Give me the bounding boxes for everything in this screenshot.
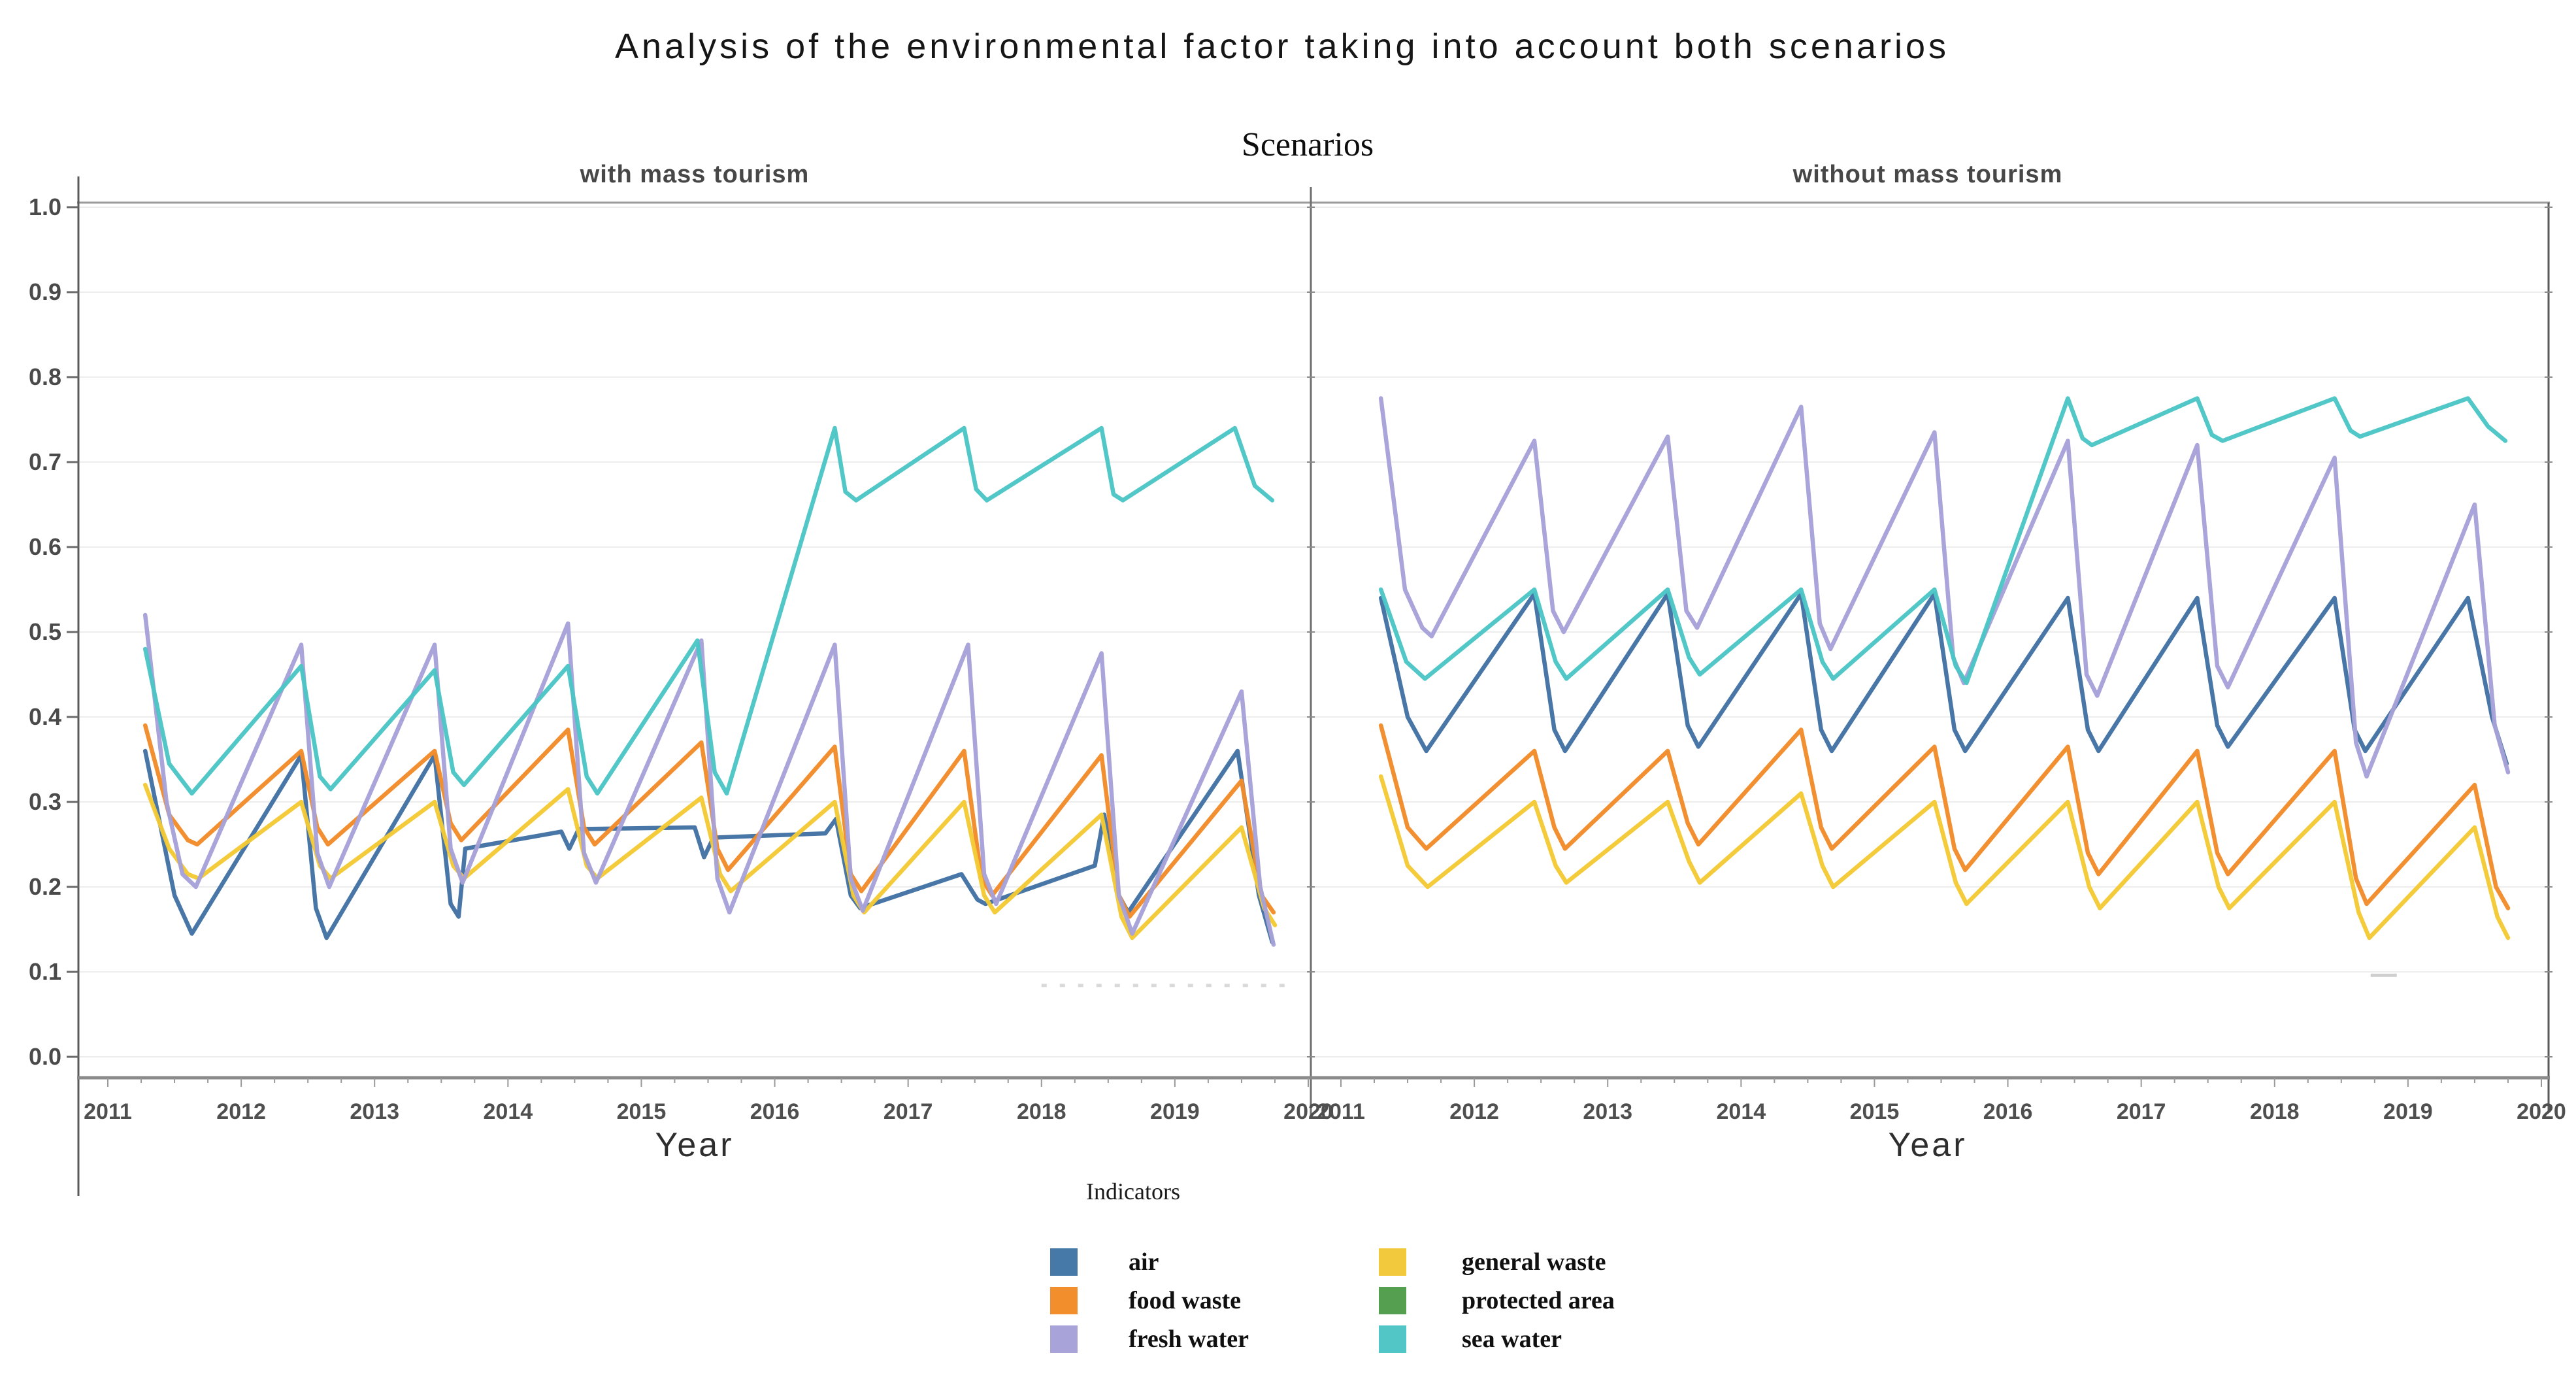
- facet-title: Scenarios: [1241, 126, 1374, 163]
- legend-title: Indicators: [1086, 1178, 1180, 1205]
- legend-swatch-general-waste: [1379, 1248, 1406, 1276]
- legend-item-protected-area: protected area: [1379, 1286, 1615, 1316]
- x-tick-label: 2016: [1983, 1099, 2033, 1124]
- series-line-sea-water-left: [142, 425, 1275, 796]
- legend-item-sea-water: sea water: [1379, 1324, 1562, 1354]
- series-line-air-left: [142, 748, 1275, 944]
- x-tick-label: 2014: [484, 1099, 533, 1124]
- x-tick-label: 2012: [1449, 1099, 1499, 1124]
- legend-label: food waste: [1129, 1287, 1242, 1314]
- figure-title: Analysis of the environmental factor tak…: [615, 27, 1949, 66]
- x-tick-label: 2018: [2250, 1099, 2300, 1124]
- y-tick-label: 0.3: [29, 788, 61, 815]
- legend-label: protected area: [1462, 1287, 1615, 1314]
- x-axis-title: Year: [655, 1126, 735, 1164]
- y-tick-label: 0.5: [29, 618, 61, 645]
- x-tick-label: 2020: [2517, 1099, 2566, 1124]
- x-tick-label: 2013: [350, 1099, 399, 1124]
- y-tick-label: 0.0: [29, 1043, 61, 1070]
- series-line-fresh-water-left: [142, 612, 1276, 947]
- legend-label: fresh water: [1129, 1325, 1249, 1353]
- x-tick-label: 2013: [1583, 1099, 1632, 1124]
- series-line-food-waste-left: [142, 723, 1276, 919]
- y-tick-label: 0.9: [29, 278, 61, 305]
- x-tick-label: 2016: [750, 1099, 800, 1124]
- legend-swatch-sea-water: [1379, 1325, 1406, 1353]
- panel-header-without-mass-tourism: without mass tourism: [1792, 161, 2063, 188]
- legend-swatch-air: [1050, 1248, 1078, 1276]
- x-tick-label: 2012: [216, 1099, 266, 1124]
- legend-label: general waste: [1462, 1248, 1606, 1276]
- x-tick-label: 2019: [1150, 1099, 1200, 1124]
- series-line-air-right: [1378, 591, 2509, 766]
- legend-label: air: [1129, 1248, 1159, 1276]
- x-tick-label: 2015: [1850, 1099, 1900, 1124]
- x-tick-label: 2011: [1317, 1099, 1365, 1124]
- series-line-general-waste-left: [142, 782, 1278, 940]
- x-axis-title: Year: [1888, 1126, 1968, 1164]
- legend-item-fresh-water: fresh water: [1050, 1324, 1249, 1354]
- x-tick-label: 2018: [1017, 1099, 1066, 1124]
- panel-header-with-mass-tourism: with mass tourism: [580, 161, 810, 188]
- legend-swatch-protected-area: [1379, 1287, 1406, 1314]
- series-line-sea-water-right: [1378, 396, 2508, 686]
- x-tick-label: 2017: [883, 1099, 933, 1124]
- x-tick-label: 2011: [84, 1099, 132, 1124]
- x-tick-label: 2020: [1283, 1099, 1333, 1124]
- series-line-fresh-water-right: [1378, 396, 2511, 779]
- series-line-general-waste-right: [1378, 774, 2511, 940]
- legend-item-air: air: [1050, 1247, 1159, 1277]
- y-tick-label: 0.6: [29, 533, 61, 560]
- y-tick-label: 0.8: [29, 363, 61, 390]
- y-tick-label: 0.4: [29, 703, 61, 730]
- y-tick-label: 0.1: [29, 958, 61, 985]
- series-line-food-waste-right: [1378, 723, 2511, 910]
- x-tick-label: 2015: [617, 1099, 667, 1124]
- y-tick-label: 0.7: [29, 448, 61, 475]
- legend-item-food-waste: food waste: [1050, 1286, 1241, 1316]
- legend-item-general-waste: general waste: [1379, 1247, 1606, 1277]
- x-tick-label: 2019: [2383, 1099, 2433, 1124]
- y-tick-label: 0.2: [29, 873, 61, 900]
- x-tick-label: 2017: [2117, 1099, 2166, 1124]
- y-tick-label: 1.0: [29, 193, 61, 220]
- x-tick-label: 2014: [1717, 1099, 1766, 1124]
- legend-swatch-fresh-water: [1050, 1325, 1078, 1353]
- legend-label: sea water: [1462, 1325, 1562, 1353]
- legend-swatch-food-waste: [1050, 1287, 1078, 1314]
